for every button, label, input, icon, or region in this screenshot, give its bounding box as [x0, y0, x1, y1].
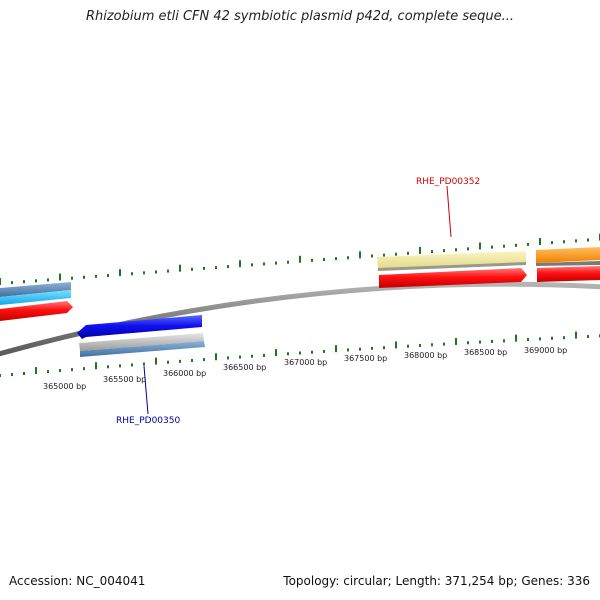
gene-gray-lower[interactable]: [79, 333, 204, 351]
tick-label: 368500 bp: [464, 348, 507, 357]
gene-steel-left[interactable]: [0, 282, 71, 297]
label-leader-lower: [143, 365, 149, 415]
gene-red-forward[interactable]: [379, 268, 527, 288]
feature-group-right: [536, 247, 600, 282]
gene-orange-right[interactable]: [536, 247, 600, 263]
gene-cyan-left[interactable]: [0, 290, 71, 305]
tick-label: 369000 bp: [524, 346, 567, 355]
gene-label-rhe-pd00350[interactable]: RHE_PD00350: [116, 416, 180, 426]
gene-blue-reverse[interactable]: [77, 315, 202, 339]
tick-label: 367000 bp: [284, 358, 327, 367]
gene-steel-lower[interactable]: [80, 341, 205, 357]
gene-gray-separator[interactable]: [378, 262, 526, 271]
gene-steel-right[interactable]: [536, 261, 600, 266]
accession-text: Accession: NC_004041: [9, 574, 146, 588]
gene-red-left[interactable]: [0, 301, 73, 321]
tick-label: 365000 bp: [43, 382, 86, 391]
map-title: Rhizobium etli CFN 42 symbiotic plasmid …: [85, 9, 515, 24]
outer-tick-row: [0, 233, 600, 285]
tick-label: 366500 bp: [223, 363, 266, 372]
feature-group-left: [0, 282, 73, 321]
feature-group-365500: [77, 315, 205, 357]
feature-group-368000: [377, 251, 527, 288]
gene-red-right[interactable]: [537, 266, 600, 282]
tick-label: 365500 bp: [103, 375, 146, 384]
gene-label-rhe-pd00352[interactable]: RHE_PD00352: [416, 177, 480, 187]
summary-text: Topology: circular; Length: 371,254 bp; …: [283, 574, 590, 588]
tick-label: 368000 bp: [404, 351, 447, 360]
tick-label: 367500 bp: [344, 354, 387, 363]
tick-label: 366000 bp: [163, 369, 206, 378]
inner-tick-row: [0, 331, 600, 377]
label-leader-upper: [446, 185, 452, 238]
